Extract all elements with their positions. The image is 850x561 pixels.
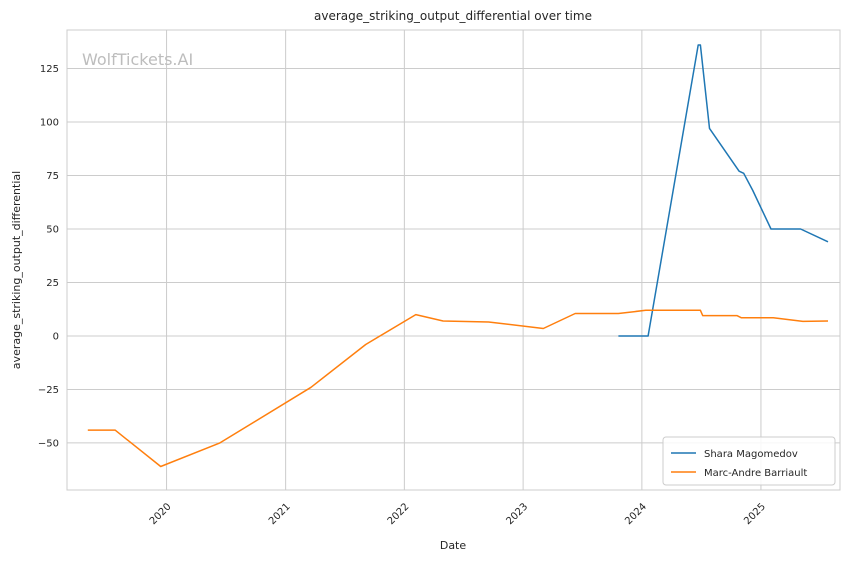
grid-lines [67,30,840,490]
series-line-shara-magomedov [618,44,829,337]
y-axis-ticks: −50 −25 0 25 50 75 100 125 [38,64,59,449]
plot-area-frame [66,29,841,491]
series-layer [87,44,829,468]
y-axis-label: average_striking_output_differential [10,171,23,369]
legend: Shara Magomedov Marc-Andre Barriault [662,436,836,486]
y-tick-label: 75 [46,171,59,182]
y-tick-label: −50 [38,438,59,449]
y-tick-label: 0 [53,331,59,342]
legend-box [662,436,836,486]
chart-title: average_striking_output_differential ove… [314,9,592,23]
legend-label-marc-andre-barriault: Marc-Andre Barriault [704,468,807,479]
legend-label-shara-magomedov: Shara Magomedov [704,449,798,460]
x-axis-label: Date [440,539,467,552]
y-tick-label: 100 [40,118,59,129]
watermark: WolfTickets.AI [82,50,193,69]
y-tick-label: −25 [38,385,59,396]
y-tick-label: 125 [40,64,59,75]
series-line-marc-andre-barriault [87,309,829,468]
y-tick-label: 25 [46,278,59,289]
y-tick-label: 50 [46,224,59,235]
